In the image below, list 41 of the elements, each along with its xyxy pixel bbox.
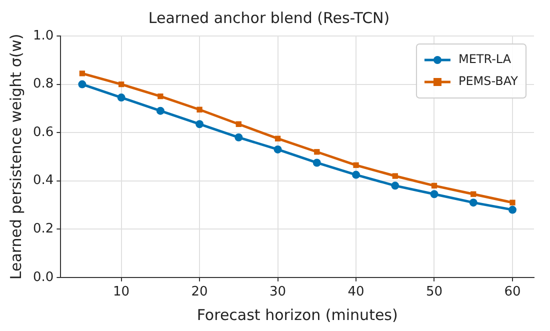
point [508,206,516,214]
point [392,173,398,179]
x-tick-label: 50 [426,284,443,300]
point [236,121,242,127]
point [117,94,126,102]
point [196,120,204,128]
point [158,94,164,100]
point [352,170,360,179]
point [353,162,359,168]
y-tick-label: 0.4 [32,173,54,188]
point [314,149,320,155]
x-tick-label: 20 [191,284,208,300]
y-axis-title: Learned persistence weight σ(w) [6,34,25,280]
point [78,80,86,88]
point [234,133,243,142]
point [469,198,478,207]
point [391,182,400,190]
y-tick-label: 0.0 [32,270,54,285]
point [312,158,321,167]
point [510,200,516,206]
y-tick-label: 0.2 [32,221,54,236]
x-axis-title: Forecast horizon (minutes) [196,306,398,324]
chart-title: Learned anchor blend (Res-TCN) [148,8,390,27]
y-tick-label: 0.8 [32,76,54,92]
point [118,81,124,88]
x-tick-label: 30 [270,284,286,300]
point [196,106,202,112]
y-tick-label: 0.6 [32,124,54,140]
point [156,106,164,115]
point [430,190,438,198]
point [79,70,86,76]
legend-label: METR-LA [458,52,512,66]
point [431,182,438,188]
x-tick-label: 60 [504,284,521,300]
point [274,145,282,154]
x-tick-label: 40 [348,284,364,300]
legend-label: PEMS-BAY [458,74,519,88]
x-tick-label: 10 [113,284,130,300]
point [470,191,476,197]
y-tick-label: 1.0 [32,28,54,44]
point [274,136,281,142]
